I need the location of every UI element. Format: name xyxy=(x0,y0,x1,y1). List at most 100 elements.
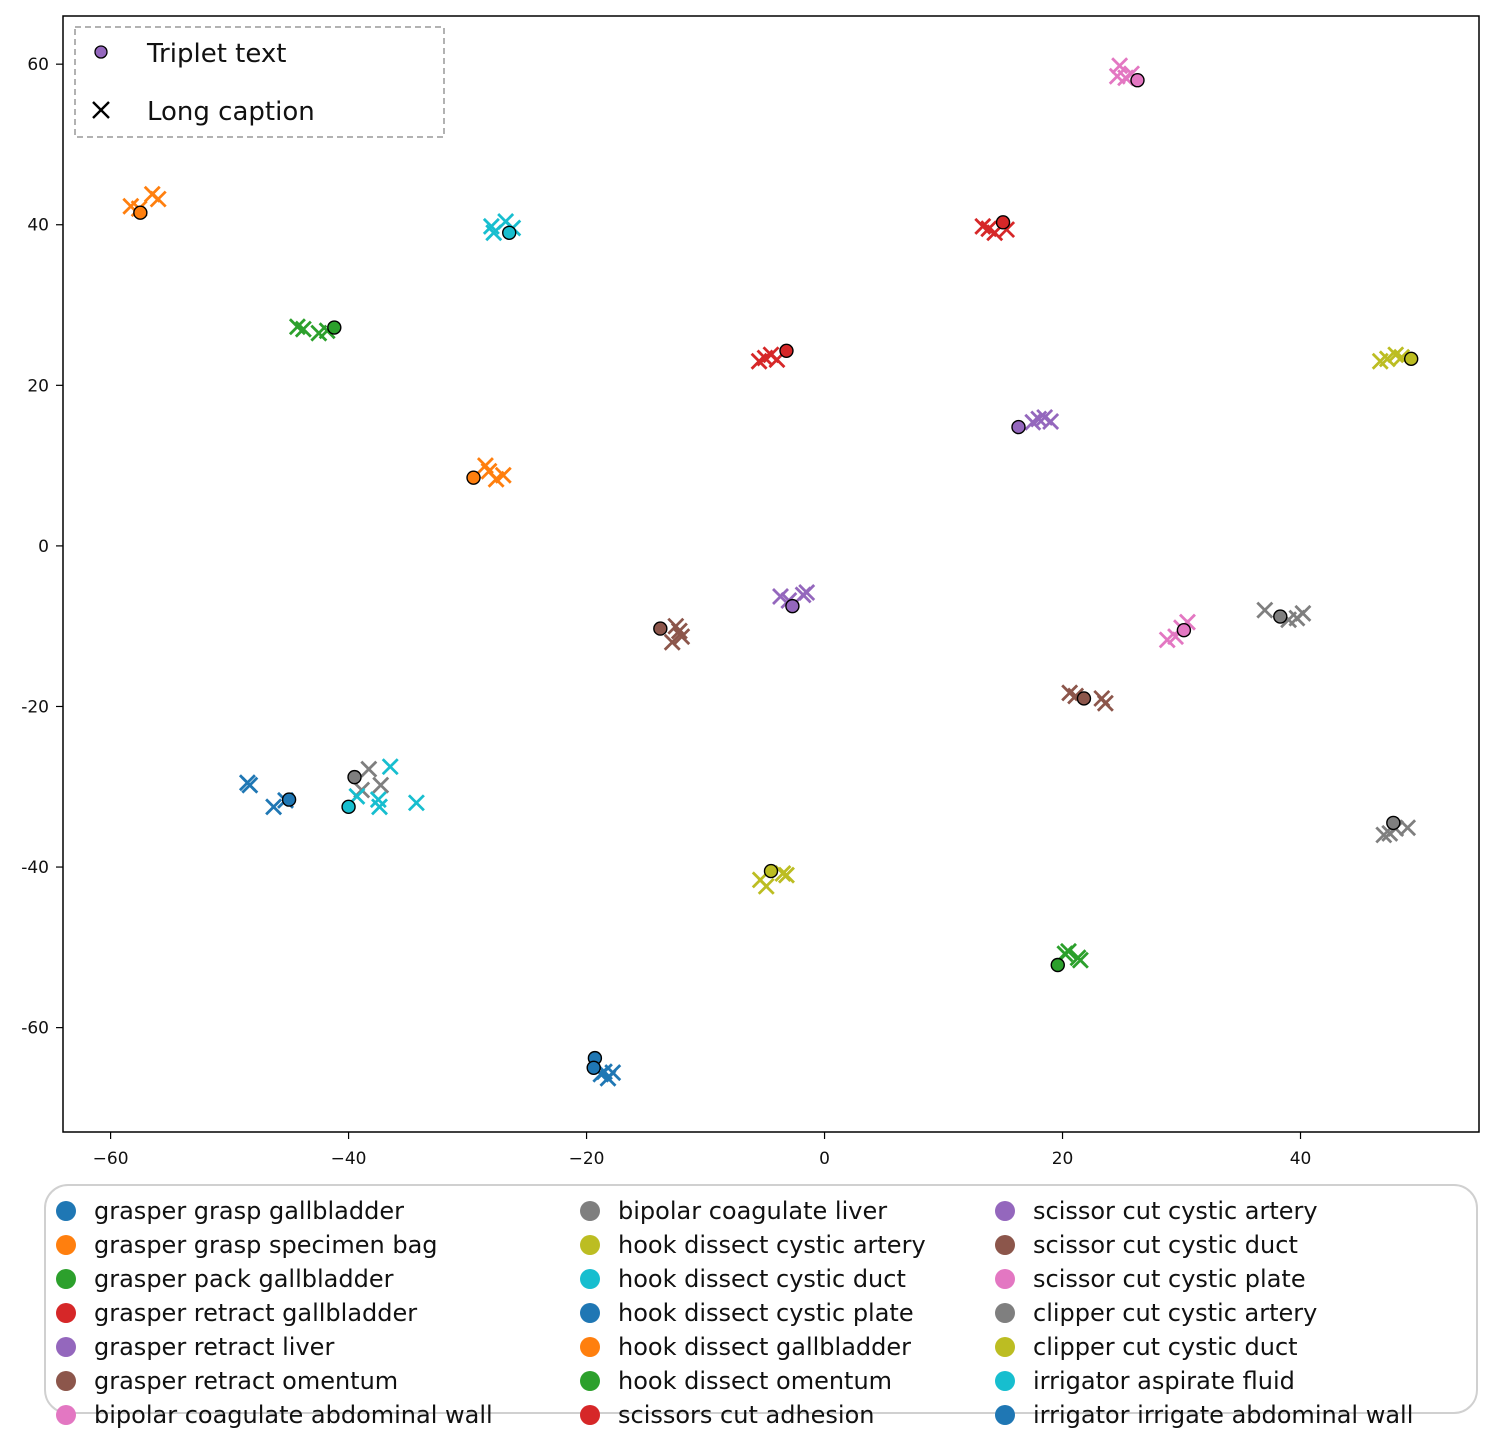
class-legend-item: grasper grasp gallbladder xyxy=(56,1194,404,1228)
caption-point xyxy=(265,798,283,816)
class-color-swatch xyxy=(995,1371,1015,1391)
triplet-point xyxy=(1011,419,1026,435)
caption-point xyxy=(1375,826,1393,844)
triplet-legend-marker xyxy=(94,45,108,59)
class-color-swatch xyxy=(580,1269,600,1289)
class-legend-item: grasper grasp specimen bag xyxy=(56,1228,438,1262)
class-legend-item: scissor cut cystic artery xyxy=(995,1194,1318,1228)
class-color-swatch xyxy=(580,1303,600,1323)
class-legend-item: scissors cut adhesion xyxy=(580,1398,875,1432)
caption-legend-marker xyxy=(92,101,110,119)
caption-point xyxy=(673,628,691,646)
triplet-point xyxy=(1273,609,1288,624)
caption-point xyxy=(1378,350,1396,368)
class-legend-label: grasper retract liver xyxy=(94,1333,335,1361)
class-legend-label: scissor cut cystic artery xyxy=(1033,1197,1318,1225)
caption-point xyxy=(149,190,167,208)
triplet-point xyxy=(1386,815,1401,831)
y-tick-label: 60 xyxy=(27,55,49,75)
class-legend-item: grasper retract liver xyxy=(56,1330,334,1364)
x-tick-label: 20 xyxy=(1052,1149,1074,1169)
y-tick-label: -60 xyxy=(21,1019,49,1039)
class-legend-item: clipper cut cystic duct xyxy=(995,1330,1298,1364)
caption-point xyxy=(663,633,681,651)
caption-point xyxy=(238,774,256,792)
class-legend-item: scissor cut cystic duct xyxy=(995,1228,1298,1262)
triplet-point xyxy=(763,863,779,879)
triplet-point xyxy=(341,799,356,815)
class-legend-label: irrigator irrigate abdominal wall xyxy=(1033,1401,1414,1429)
caption-point xyxy=(294,320,312,338)
class-legend-label: hook dissect cystic duct xyxy=(618,1265,906,1293)
caption-point xyxy=(1294,604,1312,622)
caption-point xyxy=(1042,412,1060,430)
triplet-point xyxy=(995,215,1011,230)
class-color-swatch xyxy=(995,1201,1015,1221)
caption-point xyxy=(1071,951,1089,969)
x-tick-label: 40 xyxy=(1290,1149,1312,1169)
caption-point xyxy=(777,866,795,884)
x-tick-label: 0 xyxy=(819,1149,830,1169)
y-axis: 60 40 20 0 -20 -40 -60 xyxy=(21,55,63,1039)
triplet-point xyxy=(466,470,481,485)
caption-point xyxy=(1059,942,1077,960)
x-tick-label: −40 xyxy=(331,1149,367,1169)
caption-point xyxy=(1096,694,1114,712)
triplet-legend-label: Triplet text xyxy=(146,39,286,69)
triplet-point xyxy=(586,1060,601,1075)
triplet-point xyxy=(785,598,800,614)
class-legend-item: grasper pack gallbladder xyxy=(56,1262,393,1296)
class-legend-item: grasper retract omentum xyxy=(56,1364,398,1398)
class-color-swatch xyxy=(580,1201,600,1221)
triplet-point xyxy=(1176,623,1192,638)
triplet-point xyxy=(347,769,362,785)
class-legend-item: irrigator irrigate abdominal wall xyxy=(995,1398,1413,1432)
y-tick-label: -40 xyxy=(21,858,49,878)
y-tick-label: -20 xyxy=(21,697,49,717)
y-tick-label: 40 xyxy=(27,216,49,236)
caption-point xyxy=(381,758,399,776)
class-legend-label: grasper retract omentum xyxy=(94,1367,399,1395)
class-color-swatch xyxy=(995,1235,1015,1255)
x-axis: −60 −40 −20 0 20 40 xyxy=(93,1132,1312,1169)
caption-point xyxy=(772,587,790,605)
class-color-swatch xyxy=(995,1337,1015,1357)
triplet-point xyxy=(502,225,517,240)
triplet-point xyxy=(653,621,668,636)
triplet-point xyxy=(1076,691,1092,706)
class-legend-label: bipolar coagulate liver xyxy=(618,1197,888,1225)
caption-point xyxy=(494,466,512,484)
class-color-swatch xyxy=(580,1235,600,1255)
class-color-swatch xyxy=(995,1269,1015,1289)
class-color-swatch xyxy=(580,1337,600,1357)
class-color-swatch xyxy=(56,1269,76,1289)
triplet-point xyxy=(1403,351,1419,367)
caption-point xyxy=(794,586,812,604)
class-legend-label: bipolar coagulate abdominal wall xyxy=(94,1401,493,1429)
class-legend-item: irrigator aspirate fluid xyxy=(995,1364,1295,1398)
x-tick-label: −20 xyxy=(569,1149,605,1169)
class-legend-label: grasper pack gallbladder xyxy=(94,1265,394,1293)
class-legend-item: hook dissect cystic artery xyxy=(580,1228,926,1262)
triplet-point xyxy=(1050,957,1065,973)
class-legend-item: grasper retract gallbladder xyxy=(56,1296,417,1330)
class-legend-item: hook dissect cystic plate xyxy=(580,1296,914,1330)
class-legend-label: clipper cut cystic artery xyxy=(1033,1299,1318,1327)
class-legend-label: scissor cut cystic duct xyxy=(1033,1231,1298,1259)
caption-point xyxy=(670,622,688,640)
class-legend-label: grasper grasp specimen bag xyxy=(94,1231,438,1259)
triplet-point xyxy=(327,320,342,335)
class-legend-label: scissors cut adhesion xyxy=(618,1401,875,1429)
class-legend-item: hook dissect omentum xyxy=(580,1364,892,1398)
class-legend-item: bipolar coagulate liver xyxy=(580,1194,887,1228)
class-color-swatch xyxy=(995,1405,1015,1425)
class-legend-item: scissor cut cystic plate xyxy=(995,1262,1306,1296)
caption-point xyxy=(360,760,378,778)
triplet-point xyxy=(133,205,148,220)
class-color-swatch xyxy=(580,1405,600,1425)
class-legend-label: irrigator aspirate fluid xyxy=(1033,1367,1295,1395)
marker-legend: Triplet text Long caption xyxy=(74,26,445,138)
triplet-point xyxy=(779,343,794,358)
triplet-point xyxy=(1130,73,1145,88)
class-color-swatch xyxy=(56,1337,76,1357)
